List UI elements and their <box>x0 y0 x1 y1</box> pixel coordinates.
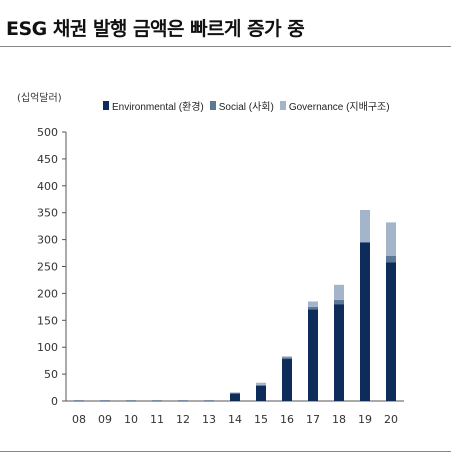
bar-governance-20 <box>386 222 396 256</box>
x-tick-label: 19 <box>358 413 372 426</box>
bar-environmental-15 <box>256 385 266 401</box>
bar-environmental-12 <box>178 400 188 402</box>
x-tick-label: 18 <box>332 413 346 426</box>
x-tick-label: 12 <box>176 413 190 426</box>
x-tick-label: 16 <box>280 413 294 426</box>
bar-environmental-14 <box>230 393 240 401</box>
x-tick-label: 11 <box>150 413 164 426</box>
top-divider <box>0 46 451 47</box>
legend-item-governance: Governance (지배구조) <box>279 98 390 113</box>
bar-governance-16 <box>282 356 292 358</box>
y-tick-label: 50 <box>44 368 58 381</box>
x-tick-label: 20 <box>384 413 398 426</box>
y-tick-label: 100 <box>37 341 58 354</box>
x-tick-label: 15 <box>254 413 268 426</box>
bar-social-15 <box>256 384 266 386</box>
bar-governance-18 <box>334 284 344 300</box>
bar-social-16 <box>282 357 292 360</box>
bar-environmental-18 <box>334 304 344 401</box>
y-tick-label: 150 <box>37 314 58 327</box>
bar-environmental-09 <box>100 400 110 402</box>
bar-environmental-13 <box>204 400 214 402</box>
bar-environmental-20 <box>386 262 396 401</box>
bottom-divider <box>0 451 451 452</box>
page-title: ESG 채권 발행 금액은 빠르게 증가 중 <box>6 18 305 40</box>
x-tick-label: 13 <box>202 413 216 426</box>
x-tick-label: 09 <box>98 413 112 426</box>
legend-label-environmental: Environmental (환경) <box>112 102 204 113</box>
bar-social-20 <box>386 255 396 263</box>
bar-governance-14 <box>230 392 240 394</box>
x-tick-label: 08 <box>72 413 86 426</box>
y-tick-label: 350 <box>37 207 58 220</box>
y-axis-unit-label: (십억달러) <box>17 93 62 104</box>
y-tick-label: 0 <box>51 395 58 408</box>
legend-label-social: Social (사회) <box>218 102 274 113</box>
bar-social-17 <box>308 306 318 310</box>
y-tick-label: 400 <box>37 180 58 193</box>
y-tick-label: 300 <box>37 234 58 247</box>
x-tick-label: 10 <box>124 413 138 426</box>
x-tick-label: 17 <box>306 413 320 426</box>
legend-item-social: Social (사회) <box>209 98 274 113</box>
bar-governance-19 <box>360 210 370 243</box>
bar-environmental-11 <box>152 400 162 402</box>
y-tick-label: 450 <box>37 153 58 166</box>
y-tick-label: 250 <box>37 261 58 274</box>
bar-environmental-17 <box>308 309 318 401</box>
legend-item-environmental: Environmental (환경) <box>103 98 204 113</box>
bar-social-18 <box>334 299 344 305</box>
bar-environmental-08 <box>74 400 84 402</box>
y-tick-label: 200 <box>37 287 58 300</box>
chart-legend: Environmental (환경) Social (사회) Governanc… <box>103 98 390 113</box>
y-tick-label: 500 <box>37 126 58 139</box>
legend-swatch-governance <box>279 101 286 110</box>
bar-governance-17 <box>308 301 318 307</box>
bar-environmental-16 <box>282 359 292 401</box>
legend-label-governance: Governance (지배구조) <box>288 102 390 113</box>
bar-environmental-10 <box>126 400 136 402</box>
bar-social-14 <box>230 392 240 394</box>
x-tick-label: 14 <box>228 413 242 426</box>
bar-environmental-19 <box>360 242 370 401</box>
legend-swatch-environmental <box>103 101 109 110</box>
legend-swatch-social <box>209 101 216 110</box>
bar-governance-15 <box>256 382 266 385</box>
